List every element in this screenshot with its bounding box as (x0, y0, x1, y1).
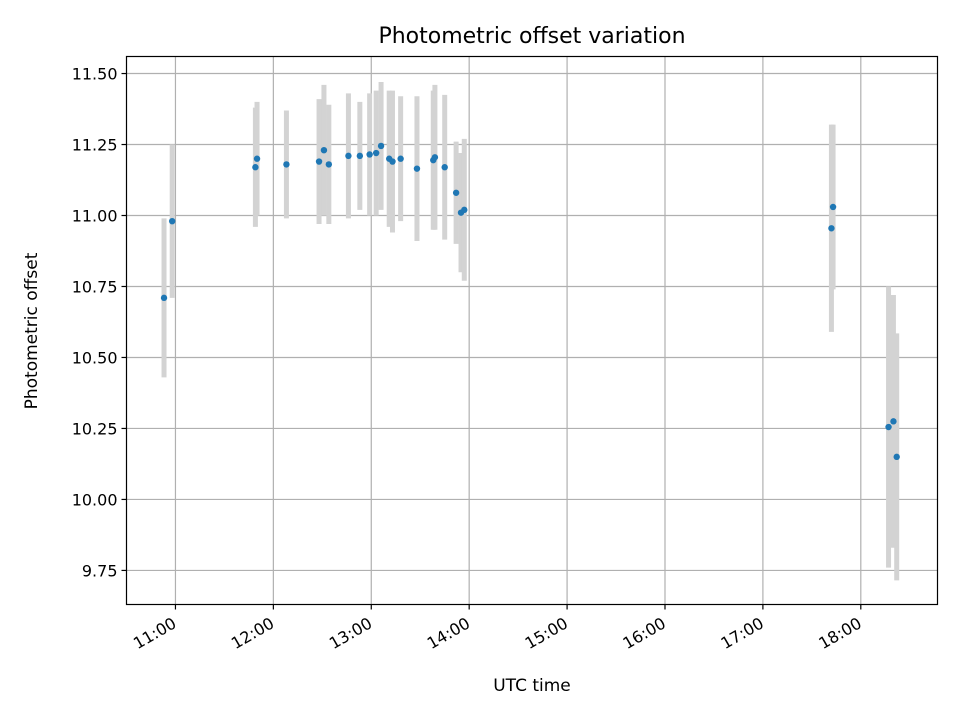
data-point (890, 418, 897, 425)
data-point (168, 217, 176, 225)
data-point (431, 154, 439, 161)
y-tick-label: 11.25 (72, 136, 118, 155)
data-point (461, 206, 468, 214)
data-point (452, 189, 460, 196)
data-points (160, 142, 900, 461)
y-tick-label: 11.50 (72, 65, 118, 84)
data-point (320, 146, 328, 154)
data-point (377, 142, 385, 150)
data-point (325, 161, 333, 168)
x-axis-label: UTC time (493, 676, 571, 696)
data-point (441, 164, 448, 171)
y-axis-label: Photometric offset (22, 252, 42, 409)
data-point (253, 155, 261, 162)
chart-title: Photometric offset variation (378, 24, 685, 49)
data-point (366, 151, 373, 158)
data-point (397, 155, 404, 162)
plot-area-frame (125, 55, 939, 606)
data-point (315, 158, 323, 165)
data-point (829, 203, 837, 211)
y-tick-label: 10.25 (72, 419, 118, 438)
data-point (893, 453, 900, 461)
grid (126, 56, 938, 605)
y-tick-label: 9.75 (82, 561, 118, 580)
y-tick-label: 10.75 (72, 277, 118, 296)
data-point (389, 158, 396, 165)
data-point (372, 149, 380, 157)
y-axis-ticks: 9.75 10.00 10.25 10.50 10.75 11.00 11.25 11.50 (72, 65, 127, 580)
data-point (356, 152, 364, 160)
y-tick-label: 11.00 (72, 207, 118, 226)
data-point (885, 423, 892, 431)
y-tick-label: 10.00 (72, 490, 118, 509)
data-point (252, 164, 259, 171)
data-point (283, 161, 290, 168)
data-point (828, 225, 835, 232)
y-tick-label: 10.50 (72, 348, 118, 367)
data-point (345, 152, 352, 160)
data-point (413, 165, 421, 172)
data-point (160, 294, 168, 302)
